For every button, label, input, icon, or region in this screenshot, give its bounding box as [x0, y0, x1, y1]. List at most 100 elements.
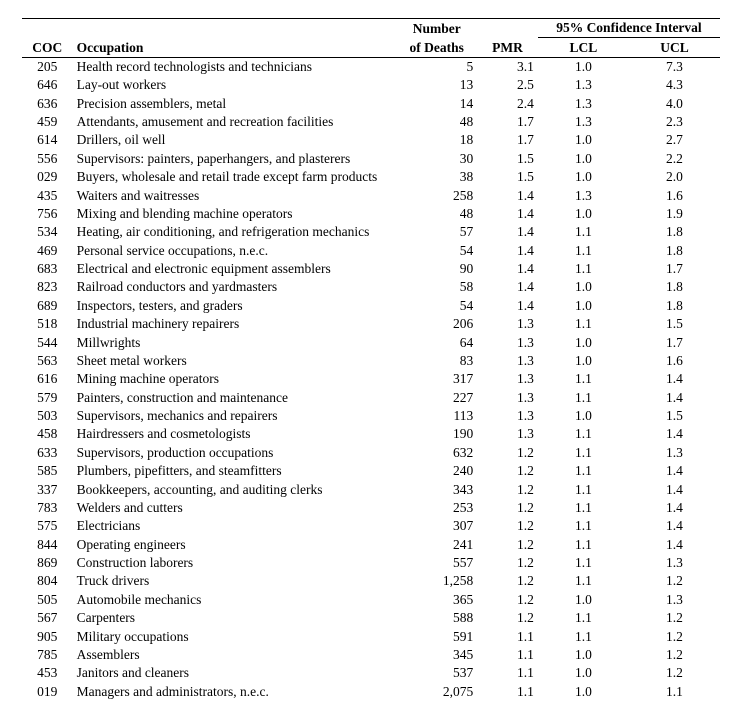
- cell-lcl: 1.1: [538, 425, 629, 443]
- cell-ucl: 1.5: [629, 407, 720, 425]
- cell-number: 58: [396, 278, 477, 296]
- table-row: 518Industrial machinery repairers2061.31…: [22, 315, 720, 333]
- cell-lcl: 1.1: [538, 572, 629, 590]
- cell-occupation: Carpenters: [73, 609, 397, 627]
- table-row: 633Supervisors, production occupations63…: [22, 444, 720, 462]
- cell-lcl: 1.1: [538, 223, 629, 241]
- cell-pmr: 2.5: [477, 76, 538, 94]
- table-row: 585Plumbers, pipefitters, and steamfitte…: [22, 462, 720, 480]
- cell-number: 57: [396, 223, 477, 241]
- cell-lcl: 1.1: [538, 480, 629, 498]
- cell-pmr: 1.1: [477, 627, 538, 645]
- cell-pmr: 1.2: [477, 517, 538, 535]
- table-row: 616Mining machine operators3171.31.11.4: [22, 370, 720, 388]
- cell-coc: 337: [22, 480, 73, 498]
- cell-lcl: 1.3: [538, 95, 629, 113]
- cell-occupation: Supervisors, production occupations: [73, 444, 397, 462]
- cell-ucl: 1.8: [629, 242, 720, 260]
- table-row: 614Drillers, oil well181.71.02.7: [22, 131, 720, 149]
- cell-pmr: 1.1: [477, 664, 538, 682]
- cell-occupation: Inspectors, testers, and graders: [73, 297, 397, 315]
- cell-occupation: Supervisors, mechanics and repairers: [73, 407, 397, 425]
- cell-coc: 518: [22, 315, 73, 333]
- cell-coc: 636: [22, 95, 73, 113]
- cell-lcl: 1.0: [538, 205, 629, 223]
- cell-ucl: 1.2: [629, 646, 720, 664]
- cell-pmr: 1.2: [477, 591, 538, 609]
- table-row: 783Welders and cutters2531.21.11.4: [22, 499, 720, 517]
- cell-coc: 785: [22, 646, 73, 664]
- table-row: 435Waiters and waitresses2581.41.31.6: [22, 186, 720, 204]
- cell-coc: 505: [22, 591, 73, 609]
- cell-pmr: 1.3: [477, 425, 538, 443]
- cell-pmr: 1.2: [477, 536, 538, 554]
- table-body: 205Health record technologists and techn…: [22, 57, 720, 701]
- cell-ucl: 1.3: [629, 444, 720, 462]
- cell-pmr: 1.3: [477, 352, 538, 370]
- cell-number: 240: [396, 462, 477, 480]
- cell-occupation: Plumbers, pipefitters, and steamfitters: [73, 462, 397, 480]
- cell-occupation: Electricians: [73, 517, 397, 535]
- cell-lcl: 1.0: [538, 297, 629, 315]
- cell-number: 190: [396, 425, 477, 443]
- cell-lcl: 1.1: [538, 499, 629, 517]
- cell-occupation: Welders and cutters: [73, 499, 397, 517]
- cell-ucl: 1.8: [629, 223, 720, 241]
- cell-number: 537: [396, 664, 477, 682]
- cell-ucl: 1.2: [629, 609, 720, 627]
- header-pmr-blank: [477, 19, 538, 38]
- cell-ucl: 1.6: [629, 186, 720, 204]
- cell-number: 253: [396, 499, 477, 517]
- cell-ucl: 1.7: [629, 260, 720, 278]
- cell-coc: 503: [22, 407, 73, 425]
- cell-occupation: Bookkeepers, accounting, and auditing cl…: [73, 480, 397, 498]
- cell-coc: 689: [22, 297, 73, 315]
- cell-number: 18: [396, 131, 477, 149]
- cell-coc: 575: [22, 517, 73, 535]
- cell-lcl: 1.3: [538, 76, 629, 94]
- cell-occupation: Mixing and blending machine operators: [73, 205, 397, 223]
- cell-ucl: 1.4: [629, 389, 720, 407]
- cell-coc: 453: [22, 664, 73, 682]
- cell-pmr: 1.4: [477, 297, 538, 315]
- table-row: 337Bookkeepers, accounting, and auditing…: [22, 480, 720, 498]
- table-row: 029Buyers, wholesale and retail trade ex…: [22, 168, 720, 186]
- header-occupation: Occupation: [73, 38, 397, 57]
- cell-pmr: 1.7: [477, 113, 538, 131]
- cell-pmr: 1.2: [477, 499, 538, 517]
- cell-occupation: Janitors and cleaners: [73, 664, 397, 682]
- cell-lcl: 1.0: [538, 131, 629, 149]
- table-row: 534Heating, air conditioning, and refrig…: [22, 223, 720, 241]
- table-row: 567Carpenters5881.21.11.2: [22, 609, 720, 627]
- table-row: 453Janitors and cleaners5371.11.01.2: [22, 664, 720, 682]
- table-row: 458Hairdressers and cosmetologists1901.3…: [22, 425, 720, 443]
- cell-pmr: 1.2: [477, 554, 538, 572]
- cell-occupation: Millwrights: [73, 333, 397, 351]
- cell-coc: 567: [22, 609, 73, 627]
- cell-number: 241: [396, 536, 477, 554]
- cell-lcl: 1.1: [538, 444, 629, 462]
- header-ci-group: 95% Confidence Interval: [538, 19, 720, 38]
- cell-number: 90: [396, 260, 477, 278]
- cell-occupation: Sheet metal workers: [73, 352, 397, 370]
- table-row: 469Personal service occupations, n.e.c.5…: [22, 242, 720, 260]
- cell-occupation: Construction laborers: [73, 554, 397, 572]
- cell-pmr: 1.3: [477, 407, 538, 425]
- header-number-line2: of Deaths: [396, 38, 477, 57]
- cell-lcl: 1.1: [538, 242, 629, 260]
- cell-pmr: 1.2: [477, 480, 538, 498]
- cell-occupation: Supervisors: painters, paperhangers, and…: [73, 150, 397, 168]
- cell-ucl: 1.3: [629, 554, 720, 572]
- cell-lcl: 1.1: [538, 554, 629, 572]
- cell-lcl: 1.0: [538, 352, 629, 370]
- cell-ucl: 1.8: [629, 278, 720, 296]
- cell-ucl: 1.2: [629, 627, 720, 645]
- table-row: 019Managers and administrators, n.e.c.2,…: [22, 683, 720, 701]
- cell-occupation: Waiters and waitresses: [73, 186, 397, 204]
- cell-pmr: 1.3: [477, 370, 538, 388]
- cell-number: 113: [396, 407, 477, 425]
- cell-coc: 905: [22, 627, 73, 645]
- table-row: 503Supervisors, mechanics and repairers1…: [22, 407, 720, 425]
- cell-coc: 579: [22, 389, 73, 407]
- cell-pmr: 1.1: [477, 683, 538, 701]
